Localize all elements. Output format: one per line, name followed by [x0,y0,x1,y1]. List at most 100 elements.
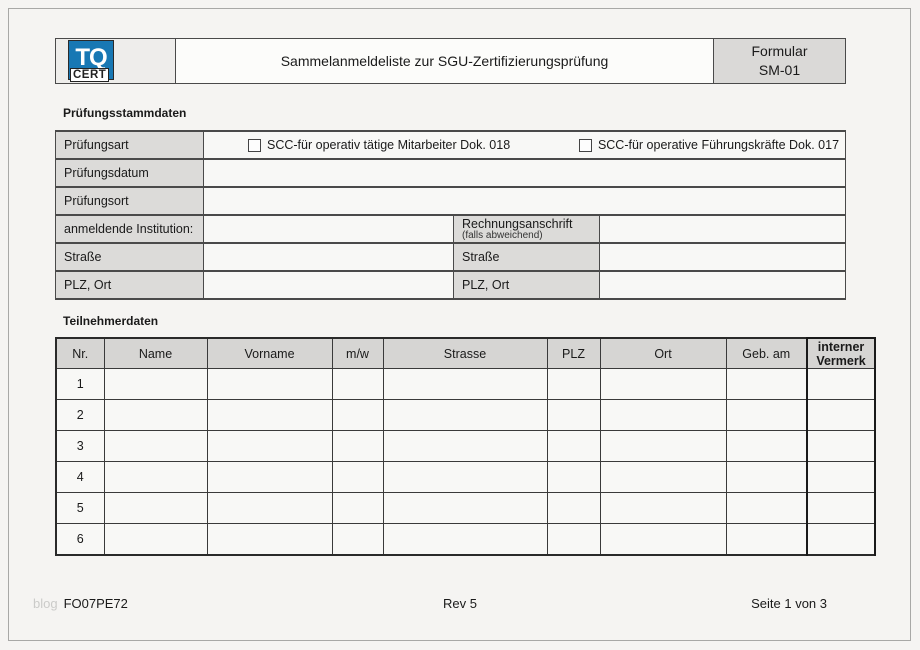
checkbox-scc-fuehrungskraefte[interactable] [578,138,592,152]
checkbox-scc-mitarbeiter-label: SCC-für operativ tätige Mitarbeiter Dok.… [267,138,511,152]
cell-strasse[interactable] [382,523,548,556]
cell-interner-vermerk[interactable] [806,430,876,462]
cell-vorname[interactable] [206,523,333,556]
checkbox-scc-mitarbeiter[interactable] [248,138,261,152]
cell-interner-vermerk[interactable] [806,492,876,524]
plz-ort-left-input[interactable] [203,270,454,300]
stammdaten-heading: Prüfungsstammdaten [63,106,187,120]
table-row: 4 [55,461,876,493]
cell-interner-vermerk[interactable] [806,368,876,400]
cell-interner-vermerk[interactable] [806,523,876,556]
cell-plz[interactable] [546,523,601,556]
table-row: 2 [55,399,876,431]
cell-strasse[interactable] [382,492,548,524]
cell-geb-am[interactable] [725,399,808,431]
revision-label: Rev 5 [443,596,477,611]
col-header-name: Name [103,337,208,369]
tq-cert-logo: TQ CERT [68,40,114,82]
cell-vorname[interactable] [206,492,333,524]
col-header-geb-am: Geb. am [725,337,808,369]
cell-vorname[interactable] [206,399,333,431]
row-pruefungsort: Prüfungsort [55,186,847,216]
cell-vorname[interactable] [206,368,333,400]
pruefungsdatum-input[interactable] [202,158,847,188]
cell-plz[interactable] [546,492,601,524]
cell-geb-am[interactable] [725,368,808,400]
cell-name[interactable] [103,461,208,493]
institution-input[interactable] [203,214,454,244]
form-code-box: Formular SM-01 [713,38,846,84]
row-institution: anmeldende Institution: Rechnungsanschri… [55,214,847,244]
rechnungsanschrift-label-main: Rechnungsanschrift [462,216,573,231]
cell-geb-am[interactable] [725,523,808,556]
pruefungsdatum-label: Prüfungsdatum [55,158,204,188]
cell-name[interactable] [103,368,208,400]
pruefungsort-input[interactable] [202,186,847,216]
rechnungsanschrift-input[interactable] [598,214,847,244]
cell-ort[interactable] [599,368,727,400]
cell-plz[interactable] [546,461,601,493]
col-header-vorname: Vorname [206,337,333,369]
cell-ort[interactable] [599,430,727,462]
watermark-text: blog [33,596,58,611]
col-header-mw: m/w [331,337,384,369]
cell-geb-am[interactable] [725,430,808,462]
plz-ort-left-label: PLZ, Ort [55,270,204,300]
strasse-right-input[interactable] [598,242,847,272]
cell-mw[interactable] [331,399,384,431]
cell-vorname[interactable] [206,461,333,493]
cell-ort[interactable] [599,492,727,524]
row-number: 6 [55,523,105,556]
cell-mw[interactable] [331,461,384,493]
form-title: Sammelanmeldeliste zur SGU-Zertifizierun… [175,38,714,84]
stammdaten-table: Prüfungsart SCC-für operativ tätige Mita… [55,130,847,300]
cell-strasse[interactable] [382,430,548,462]
cell-mw[interactable] [331,430,384,462]
cell-vorname[interactable] [206,430,333,462]
row-number: 5 [55,492,105,524]
logo-cell: TQ CERT [55,38,176,84]
checkbox-group-mitarbeiter: SCC-für operativ tätige Mitarbeiter Dok.… [248,138,510,152]
cell-name[interactable] [103,492,208,524]
col-header-strasse: Strasse [382,337,548,369]
cell-name[interactable] [103,523,208,556]
row-strasse: Straße Straße [55,242,847,272]
plz-ort-right-input[interactable] [598,270,847,300]
cell-mw[interactable] [331,523,384,556]
cell-strasse[interactable] [382,368,548,400]
col-header-interner-vermerk: interner Vermerk [806,337,876,369]
cell-mw[interactable] [331,368,384,400]
strasse-right-label: Straße [453,242,600,272]
row-number: 4 [55,461,105,493]
institution-label: anmeldende Institution: [55,214,204,244]
table-row: 3 [55,430,876,462]
cell-interner-vermerk[interactable] [806,461,876,493]
checkbox-group-fuehrungskraefte: SCC-für operative Führungskräfte Dok. 01… [578,138,839,152]
cell-name[interactable] [103,430,208,462]
cell-interner-vermerk[interactable] [806,399,876,431]
table-row: 1 [55,368,876,400]
rechnungsanschrift-label: Rechnungsanschrift (falls abweichend) [453,214,600,244]
cell-strasse[interactable] [382,461,548,493]
cell-strasse[interactable] [382,399,548,431]
cell-plz[interactable] [546,430,601,462]
col-header-nr: Nr. [55,337,105,369]
table-row: 6 [55,523,876,556]
cell-geb-am[interactable] [725,492,808,524]
rechnungsanschrift-label-note: (falls abweichend) [462,229,543,241]
pruefungsort-label: Prüfungsort [55,186,204,216]
document-code: FO07PE72 [63,596,128,611]
footer-left: blog FO07PE72 [33,596,128,611]
cell-ort[interactable] [599,399,727,431]
cell-plz[interactable] [546,368,601,400]
cell-ort[interactable] [599,461,727,493]
row-number: 2 [55,399,105,431]
form-code-line1: Formular [751,43,808,59]
cell-geb-am[interactable] [725,461,808,493]
cell-plz[interactable] [546,399,601,431]
cell-mw[interactable] [331,492,384,524]
cell-name[interactable] [103,399,208,431]
strasse-left-input[interactable] [203,242,454,272]
cell-ort[interactable] [599,523,727,556]
